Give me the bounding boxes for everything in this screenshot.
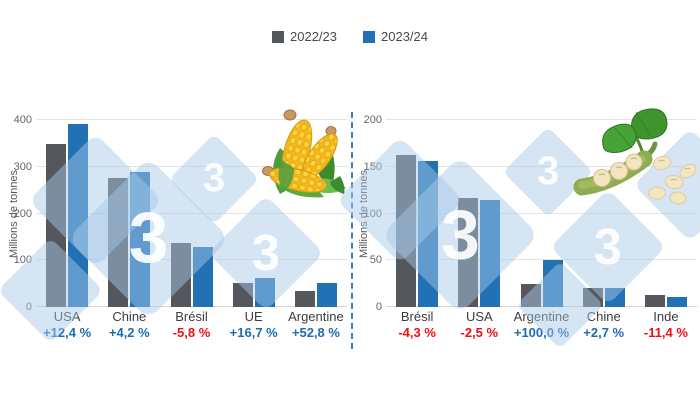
bar-2022-23-USA <box>458 197 479 307</box>
plot-area: 0 100 200 300 400 <box>14 114 347 313</box>
bar-group-Brésil <box>160 120 222 307</box>
delta-label: +100,0 % <box>513 325 570 340</box>
legend-label: 2023/24 <box>381 29 428 44</box>
y-tick-label: 300 <box>13 160 32 173</box>
category-label: Chine <box>586 309 621 324</box>
gridline <box>386 119 697 120</box>
bar-group-Chine <box>98 120 160 307</box>
bar-2023-24-Chine <box>604 287 625 307</box>
category-label: UE <box>244 309 263 324</box>
delta-label: -11,4 % <box>643 325 688 340</box>
y-tick-label: 0 <box>25 301 32 313</box>
legend-item-2022-23: 2022/23 <box>272 29 337 44</box>
delta-label: +16,7 % <box>229 325 278 340</box>
x-label-cell: Argentine +52,8 % <box>285 309 347 341</box>
bar-2023-24-Inde <box>666 296 687 307</box>
x-label-cell: Argentine +100,0 % <box>510 309 572 341</box>
delta-label: +2,7 % <box>583 325 625 340</box>
category-label: USA <box>465 309 493 324</box>
charts-divider-line <box>351 112 353 349</box>
category-label: Brésil <box>175 309 208 324</box>
category-label: USA <box>53 309 81 324</box>
bars-row <box>36 120 347 307</box>
bar-2023-24-Argentine <box>316 282 337 307</box>
x-label-cell: UE +16,7 % <box>223 309 285 341</box>
x-axis-labels: Brésil -4,3 % USA -2,5 % Argentine +100,0 % Ch… <box>386 309 697 341</box>
bar-2023-24-Brésil <box>192 247 213 307</box>
bar-group-Inde <box>635 120 697 307</box>
x-label-cell: Inde -11,4 % <box>635 309 697 341</box>
bar-2022-23-Inde <box>644 295 665 307</box>
bar-2022-23-Chine <box>108 177 129 307</box>
delta-label: +4,2 % <box>108 325 150 340</box>
bar-2022-23-Argentine <box>294 291 315 307</box>
x-label-cell: Brésil -4,3 % <box>386 309 448 341</box>
bar-2023-24-Argentine <box>542 260 563 307</box>
gridline <box>36 165 347 167</box>
gridline <box>36 212 347 214</box>
y-tick-label: 200 <box>13 207 32 220</box>
bar-group-UE <box>223 120 285 307</box>
gridline <box>386 165 697 167</box>
bar-group-Argentine <box>285 120 347 307</box>
bar-2022-23-UE <box>232 282 253 307</box>
bar-group-USA <box>36 120 98 307</box>
x-label-cell: USA +12,4 % <box>36 309 98 341</box>
gridline <box>386 306 697 307</box>
delta-label: +52,8 % <box>291 325 340 340</box>
bar-2023-24-USA <box>68 123 89 307</box>
y-tick-label: 200 <box>363 114 382 126</box>
y-tick-label: 100 <box>13 254 32 267</box>
category-label: Chine <box>112 309 147 324</box>
x-label-cell: Brésil -5,8 % <box>160 309 222 341</box>
bar-2022-23-Chine <box>582 288 603 307</box>
y-tick-label: 150 <box>363 160 382 173</box>
category-label: Argentine <box>513 309 570 324</box>
bars-row <box>386 120 697 307</box>
corn-production-chart: Millions de tonnes 0 100 200 300 400 USA +12,… <box>8 112 348 357</box>
legend-item-2023-24: 2023/24 <box>363 29 428 44</box>
category-label: Argentine <box>288 309 344 324</box>
delta-label: -4,3 % <box>398 325 436 340</box>
category-label: Inde <box>653 309 679 324</box>
plot-area: 0 50 100 150 200 <box>364 114 697 313</box>
bar-2022-23-Brésil <box>170 243 191 307</box>
bar-group-USA <box>448 120 510 307</box>
delta-label: -2,5 % <box>460 325 499 340</box>
bar-2023-24-UE <box>254 278 275 307</box>
y-tick-label: 100 <box>363 207 382 220</box>
delta-label: +12,4 % <box>43 325 92 340</box>
gridline <box>36 119 347 120</box>
gridline <box>386 212 697 214</box>
y-tick-label: 0 <box>375 301 382 313</box>
bar-group-Brésil <box>386 120 448 307</box>
x-label-cell: Chine +4,2 % <box>98 309 160 341</box>
legend-swatch-2023-24 <box>363 30 375 43</box>
bar-2022-23-USA <box>46 143 67 307</box>
x-label-cell: Chine +2,7 % <box>573 309 635 341</box>
x-axis-labels: USA +12,4 % Chine +4,2 % Brésil -5,8 % UE +16,7… <box>36 309 347 341</box>
delta-label: -5,8 % <box>172 325 211 340</box>
soybean-production-chart: Millions de tonnes 0 50 100 150 200 Brésil -4… <box>358 112 698 357</box>
legend-swatch-2022-23 <box>272 30 284 43</box>
gridline <box>36 306 347 307</box>
bar-2022-23-Argentine <box>520 283 541 307</box>
bar-2023-24-USA <box>480 200 501 307</box>
x-label-cell: USA -2,5 % <box>448 309 510 341</box>
category-label: Brésil <box>400 309 434 324</box>
bar-group-Argentine <box>510 120 572 307</box>
bar-2023-24-Brésil <box>418 161 439 307</box>
bar-2023-24-Chine <box>130 171 151 307</box>
legend: 2022/23 2023/24 <box>0 29 700 44</box>
gridline <box>386 259 697 261</box>
gridline <box>36 259 347 261</box>
y-tick-label: 50 <box>369 254 382 267</box>
y-tick-label: 400 <box>13 114 32 126</box>
bar-group-Chine <box>573 120 635 307</box>
bar-2022-23-Brésil <box>396 154 417 307</box>
legend-label: 2022/23 <box>290 29 337 44</box>
